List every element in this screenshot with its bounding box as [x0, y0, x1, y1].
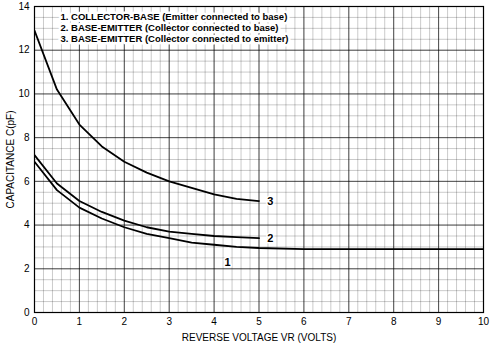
svg-text:1. COLLECTOR-BASE (Emitter con: 1. COLLECTOR-BASE (Emitter connected to …	[61, 11, 289, 44]
svg-text:0: 0	[32, 316, 38, 327]
svg-text:12: 12	[18, 44, 30, 55]
svg-text:3: 3	[166, 316, 172, 327]
svg-text:10: 10	[478, 316, 490, 327]
svg-text:14: 14	[18, 1, 30, 12]
svg-text:0: 0	[24, 307, 30, 318]
svg-text:6: 6	[24, 176, 30, 187]
svg-text:5: 5	[256, 316, 262, 327]
svg-text:4: 4	[24, 219, 30, 230]
svg-text:9: 9	[436, 316, 442, 327]
svg-text:2: 2	[267, 232, 273, 244]
svg-text:6: 6	[301, 316, 307, 327]
svg-text:8: 8	[24, 132, 30, 143]
svg-text:10: 10	[18, 88, 30, 99]
svg-text:2: 2	[122, 316, 128, 327]
svg-text:CAPACITANCE C(pF): CAPACITANCE C(pF)	[5, 111, 16, 209]
svg-text:3: 3	[267, 195, 273, 207]
svg-text:REVERSE VOLTAGE VR (VOLTS): REVERSE VOLTAGE VR (VOLTS)	[182, 332, 336, 343]
svg-text:1: 1	[225, 256, 231, 268]
svg-text:4: 4	[211, 316, 217, 327]
svg-text:7: 7	[346, 316, 352, 327]
svg-text:8: 8	[391, 316, 397, 327]
svg-text:1: 1	[77, 316, 83, 327]
svg-text:2: 2	[24, 263, 30, 274]
